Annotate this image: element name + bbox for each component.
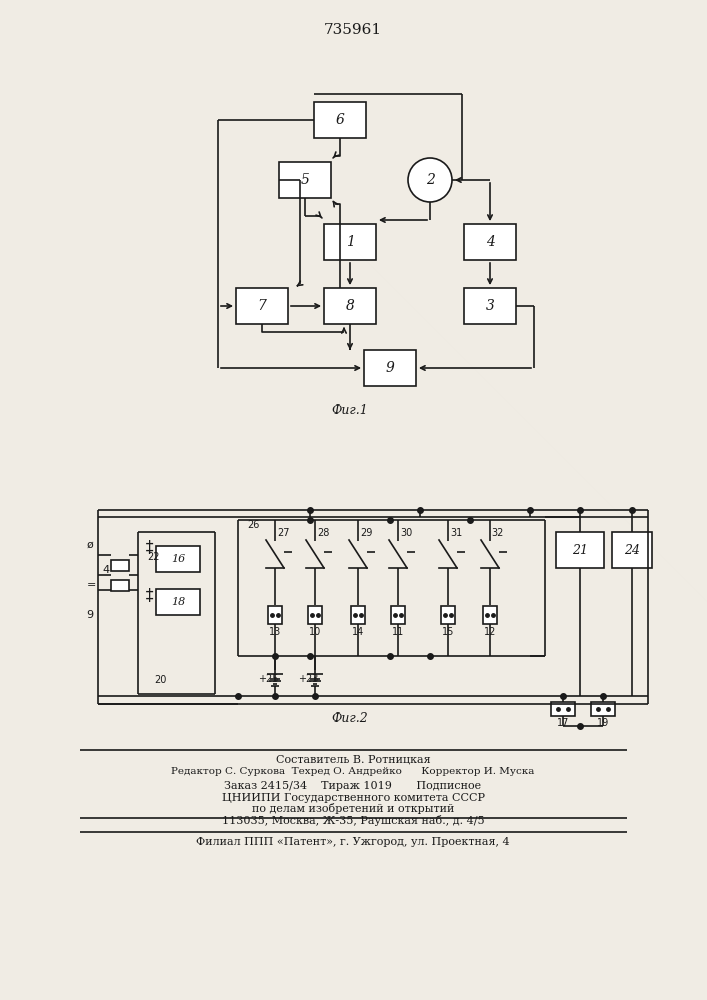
Bar [591, 702, 615, 716]
Text: 113035, Москва, Ж-35, Раушская наб., д. 4/5: 113035, Москва, Ж-35, Раушская наб., д. … [222, 816, 484, 826]
Text: 2: 2 [426, 173, 434, 187]
Text: 21: 21 [572, 544, 588, 556]
Text: Редактор С. Суркова  Техред О. Андрейко      Корректор И. Муска: Редактор С. Суркова Техред О. Андрейко К… [171, 768, 534, 776]
Text: 4: 4 [103, 565, 110, 575]
Text: 32: 32 [492, 528, 504, 538]
Text: +: + [146, 587, 155, 597]
Bar [483, 606, 497, 624]
Text: 27: 27 [276, 528, 289, 538]
Circle shape [408, 158, 452, 202]
Text: 4: 4 [486, 235, 494, 249]
Text: 12: 12 [484, 627, 496, 637]
Bar [441, 606, 455, 624]
Text: 18: 18 [171, 597, 185, 607]
Text: 1: 1 [346, 235, 354, 249]
Bar [324, 288, 376, 324]
Text: 10: 10 [309, 627, 321, 637]
Text: ЦНИИПИ Государственного комитета СССР: ЦНИИПИ Государственного комитета СССР [221, 793, 484, 803]
Text: 20: 20 [154, 675, 166, 685]
Text: 29: 29 [360, 528, 372, 538]
Text: 7: 7 [257, 299, 267, 313]
Text: 30: 30 [400, 528, 412, 538]
Text: 3: 3 [486, 299, 494, 313]
Bar [156, 589, 200, 615]
Bar [364, 350, 416, 386]
Text: +25: +25 [258, 674, 279, 684]
Bar [156, 546, 200, 572]
Bar [464, 288, 516, 324]
Bar [556, 532, 604, 568]
Bar [308, 606, 322, 624]
Text: ø: ø [87, 540, 93, 550]
Bar [551, 702, 575, 716]
Text: 26: 26 [247, 520, 259, 530]
Text: 9: 9 [86, 610, 93, 620]
Text: 14: 14 [352, 627, 364, 637]
Text: 8: 8 [346, 299, 354, 313]
Text: Составитель В. Ротницкая: Составитель В. Ротницкая [276, 755, 431, 765]
Bar [236, 288, 288, 324]
Text: 24: 24 [624, 544, 640, 556]
Text: 22: 22 [147, 552, 159, 562]
Bar [314, 102, 366, 138]
Text: 6: 6 [336, 113, 344, 127]
Bar [351, 606, 365, 624]
Bar [111, 580, 129, 590]
Text: 31: 31 [450, 528, 462, 538]
Text: Заказ 2415/34    Тираж 1019       Подписное: Заказ 2415/34 Тираж 1019 Подписное [224, 781, 481, 791]
Text: =: = [86, 580, 95, 590]
Bar [111, 560, 129, 570]
Text: 11: 11 [392, 627, 404, 637]
Text: 28: 28 [317, 528, 329, 538]
Bar [391, 606, 405, 624]
Text: 735961: 735961 [324, 23, 382, 37]
Text: +23: +23 [298, 674, 318, 684]
Text: Филиал ППП «Патент», г. Ужгород, ул. Проектная, 4: Филиал ППП «Патент», г. Ужгород, ул. Про… [196, 837, 510, 847]
Text: по делам изобретений и открытий: по делам изобретений и открытий [252, 804, 454, 814]
Text: 5: 5 [300, 173, 310, 187]
Text: 15: 15 [442, 627, 454, 637]
Bar [464, 224, 516, 260]
Bar [279, 162, 331, 198]
Text: +: + [146, 546, 155, 556]
Bar [268, 606, 282, 624]
Text: 19: 19 [597, 718, 609, 728]
Text: 17: 17 [557, 718, 569, 728]
Text: Фиг.2: Фиг.2 [332, 712, 368, 725]
Text: 13: 13 [269, 627, 281, 637]
Bar [612, 532, 652, 568]
Bar [324, 224, 376, 260]
Text: Фиг.1: Фиг.1 [332, 404, 368, 417]
Text: 9: 9 [385, 361, 395, 375]
Text: +: + [146, 539, 155, 549]
Text: +: + [146, 594, 155, 604]
Text: 16: 16 [171, 554, 185, 564]
